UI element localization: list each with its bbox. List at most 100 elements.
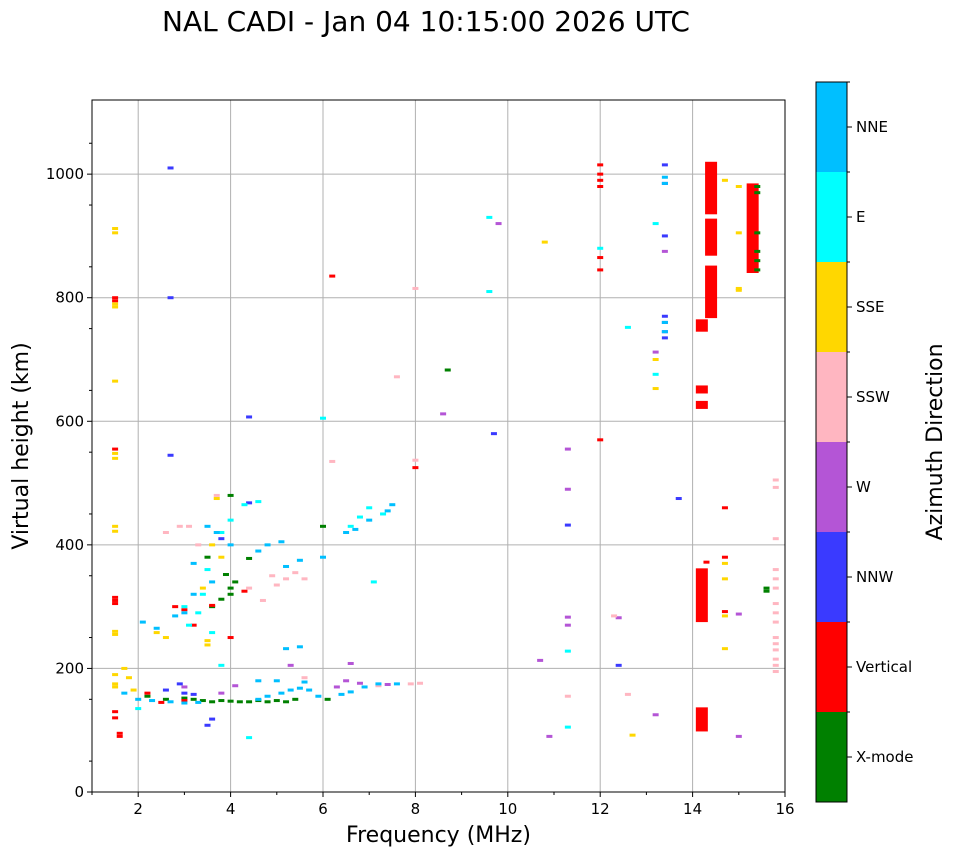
colorbar-label-vertical: Vertical (856, 658, 912, 676)
echo-point-ssw (564, 694, 571, 698)
echo-point-ssw (624, 692, 631, 696)
echo-point-x-mode (162, 697, 169, 701)
echo-point-sse (112, 529, 119, 533)
echo-bar (705, 161, 718, 215)
echo-point-w (333, 685, 340, 689)
echo-point-ssw (162, 531, 169, 534)
echo-point-vertical (597, 178, 604, 182)
echo-point-nne (204, 524, 211, 528)
echo-point-x-mode (218, 597, 225, 601)
x-tick-label: 16 (775, 800, 794, 818)
echo-point-nnw (661, 314, 668, 318)
echo-point-sse (125, 676, 132, 680)
echo-point-w (735, 612, 742, 616)
echo-point-vertical (190, 623, 197, 627)
echo-point-vertical (144, 691, 151, 695)
echo-point-x-mode (181, 696, 188, 700)
echo-point-nne (661, 175, 668, 179)
echo-point-sse (652, 387, 659, 391)
echo-point-ssw (772, 478, 779, 482)
echo-point-w (615, 616, 622, 620)
echo-point-nnw (167, 296, 174, 300)
colorbar-segment (816, 172, 847, 262)
x-tick-label: 2 (133, 800, 143, 818)
y-tick-label: 1000 (46, 165, 84, 183)
echo-point-x-mode (763, 589, 770, 593)
y-axis-ticks: 0 200 400 600 800 1000 (46, 142, 92, 801)
echo-point-e (486, 290, 493, 294)
echo-point-sse (721, 178, 728, 182)
echo-point-sse (199, 586, 206, 590)
echo-point-x-mode (763, 586, 770, 590)
colorbar-segment (816, 622, 847, 712)
echo-point-nnw (675, 497, 682, 501)
echo-point-nnw (209, 717, 216, 721)
echo-point-nne (278, 691, 285, 695)
echo-point-ssw (246, 586, 253, 590)
echo-point-ssw (772, 611, 779, 615)
echo-point-nne (181, 701, 188, 705)
echo-point-sse (112, 451, 119, 455)
echo-bar (695, 707, 708, 732)
colorbar-label-w: W (856, 478, 871, 496)
echo-point-ssw (772, 648, 779, 652)
echo-point-w (661, 249, 668, 253)
echo-point-nne (172, 614, 179, 618)
echo-point-x-mode (264, 700, 271, 704)
echo-point-nne (296, 558, 303, 562)
y-tick-label: 800 (55, 289, 84, 307)
echo-point-x-mode (227, 493, 234, 497)
echo-point-nne (213, 531, 220, 534)
echo-point-sse (541, 240, 548, 244)
echo-point-w (343, 679, 350, 683)
echo-point-sse (112, 629, 119, 633)
echo-point-sse (209, 543, 216, 547)
echo-point-vertical (721, 506, 728, 510)
echo-point-ssw (772, 485, 779, 489)
echo-point-nne (153, 626, 160, 630)
echo-point-nne (296, 645, 303, 649)
echo-point-x-mode (324, 697, 331, 701)
echo-point-nne (661, 330, 668, 334)
echo-point-nne (264, 543, 271, 547)
echo-point-nne (389, 503, 396, 507)
echo-bar (705, 265, 718, 319)
echo-point-nnw (564, 523, 571, 527)
echo-point-vertical (412, 466, 419, 470)
echo-point-x-mode (273, 699, 280, 703)
echo-point-e (241, 503, 248, 507)
echo-point-x-mode (444, 368, 451, 372)
echo-point-sse (153, 631, 160, 635)
echo-point-sse (121, 666, 128, 670)
echo-point-sse (204, 639, 211, 643)
echo-point-e (356, 515, 363, 519)
echo-point-sse (112, 305, 119, 309)
x-tick-label: 4 (226, 800, 236, 818)
echo-point-nne (283, 564, 290, 568)
echo-point-ssw (772, 568, 779, 572)
echo-point-vertical (112, 716, 119, 720)
colorbar-label-sse: SSE (856, 298, 885, 316)
echo-point-vertical (597, 185, 604, 188)
echo-point-x-mode (754, 231, 761, 235)
echo-point-nne (278, 540, 285, 544)
echo-point-ssw (772, 642, 779, 646)
echo-point-w (564, 447, 571, 451)
echo-point-e (486, 215, 493, 219)
echo-point-x-mode (222, 573, 229, 577)
colorbar-segment (816, 352, 847, 442)
echo-point-w (356, 681, 363, 685)
echo-point-e (181, 605, 188, 609)
echo-point-e (204, 568, 211, 572)
echo-point-sse (735, 288, 742, 292)
echo-point-nnw (190, 692, 197, 696)
echo-point-ssw (772, 663, 779, 667)
echo-point-ssw (269, 574, 276, 578)
echo-point-x-mode (227, 592, 234, 596)
echo-point-w (347, 661, 354, 665)
echo-point-e (597, 246, 604, 250)
echo-point-nne (190, 561, 197, 565)
echo-point-nnw (218, 537, 225, 541)
echo-point-vertical (721, 555, 728, 559)
echo-point-nnw (162, 688, 169, 692)
